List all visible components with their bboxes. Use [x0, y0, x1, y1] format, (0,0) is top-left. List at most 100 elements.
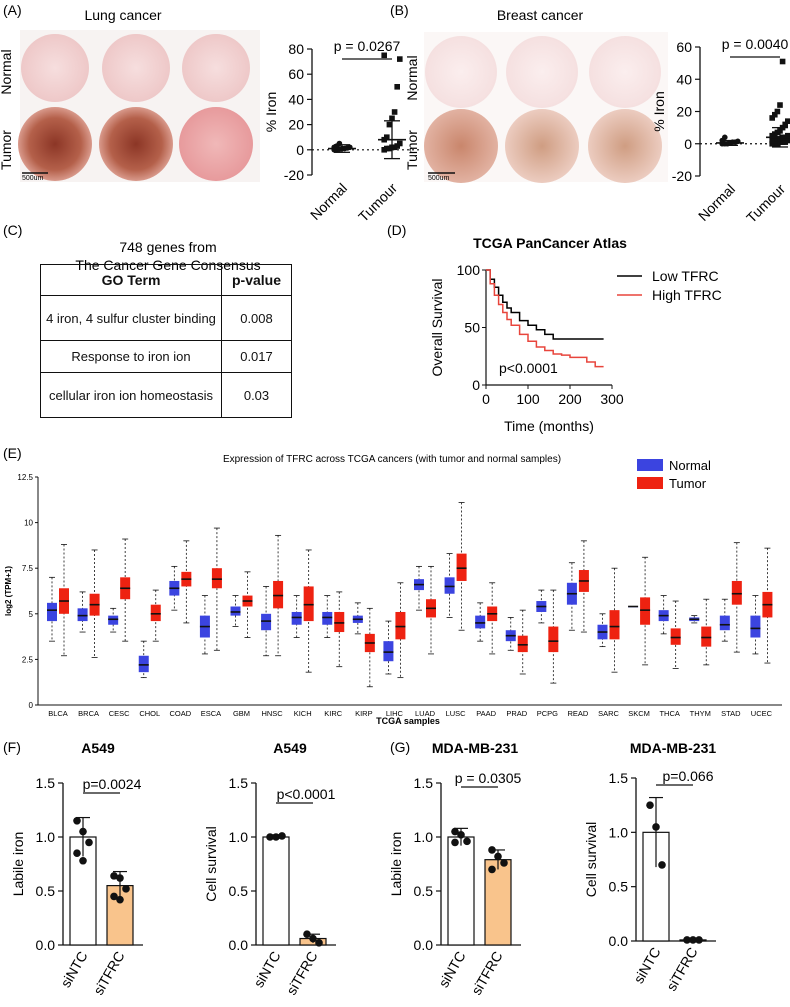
data-point: [695, 936, 703, 944]
tumor-box: [456, 553, 467, 581]
y-tick-label: 20: [288, 117, 304, 133]
tumor-box: [273, 580, 284, 609]
data-point: [500, 859, 508, 867]
category-label: READ: [567, 709, 588, 718]
y-tick-label: 0.5: [36, 883, 56, 899]
y-tick-label: 1.0: [229, 829, 249, 845]
category-label: UCEC: [751, 709, 773, 718]
y-tick-label: 0: [684, 136, 692, 152]
y-tick-label: 7.5: [22, 564, 34, 573]
data-point-tumour: [785, 137, 790, 144]
panel-label-a: (A): [3, 2, 22, 18]
data-point: [85, 838, 93, 847]
data-point-tumour: [397, 56, 403, 62]
tumor-box: [303, 586, 314, 622]
normal-box: [47, 602, 57, 622]
category-label: LIHC: [386, 709, 404, 718]
legend-label: Low TFRC: [652, 268, 719, 284]
km-title: TCGA PanCancer Atlas: [473, 235, 627, 251]
go-table-row: cellular iron ion homeostasis 0.03: [40, 372, 292, 418]
data-point-tumour: [381, 52, 387, 59]
bar-chart-title: MDA-MB-231: [630, 740, 717, 756]
normal-box: [230, 606, 241, 616]
tumor-box: [211, 568, 222, 589]
histology-lung: Lung cancer Normal Tumor 500um: [0, 7, 260, 182]
data-point-tumour: [774, 108, 781, 115]
bar-sintc: [447, 836, 475, 946]
category-label: PCPG: [537, 709, 558, 718]
category-label: BLCA: [48, 709, 68, 718]
normal-box: [444, 577, 455, 594]
data-point: [79, 827, 87, 836]
category-label: KIRC: [324, 709, 343, 718]
data-point: [110, 872, 118, 880]
legend-label: Normal: [669, 458, 711, 473]
y-tick-label: 1.0: [414, 829, 434, 845]
normal-box: [108, 615, 119, 625]
y-tick-label: 0: [472, 377, 480, 393]
breast-tumor-core-3: [588, 109, 662, 183]
y-tick-label: 20: [676, 104, 692, 120]
y-axis-label: Labile iron: [10, 832, 26, 897]
y-tick-label: 40: [676, 71, 692, 87]
y-axis-label: log2 (TPM+1): [4, 566, 13, 616]
panel-label-g: (G): [390, 739, 410, 755]
lung-tumor-core-1: [18, 107, 92, 181]
p-value-label: p = 0.0305: [455, 770, 522, 786]
data-point-tumour: [389, 115, 395, 122]
histology-lung-title: Lung cancer: [84, 7, 161, 23]
data-point: [646, 801, 654, 809]
data-point-tumour: [785, 118, 790, 124]
go-table-term: Response to iron ion: [40, 340, 222, 373]
category-label: LUAD: [415, 709, 436, 718]
category-label: COAD: [169, 709, 191, 718]
data-point-tumour: [384, 134, 390, 140]
go-table-header-pvalue: p-value: [221, 264, 292, 296]
x-tick-label: 100: [516, 391, 540, 407]
breast-normal-core-1: [425, 36, 497, 108]
y-tick-label: 40: [288, 91, 304, 107]
x-tick-label: siTFRC: [283, 949, 321, 998]
y-tick-label: 1.5: [229, 775, 249, 791]
data-point-tumour: [772, 111, 778, 118]
normal-box: [291, 611, 302, 625]
x-tick-label: 0: [482, 391, 490, 407]
go-table-row: 4 iron, 4 sulfur cluster binding 0.008: [40, 295, 292, 341]
data-point-tumour: [769, 115, 775, 121]
x-tick-label: Tumour: [355, 180, 400, 225]
x-tick-label: siTFRC: [663, 945, 701, 994]
y-tick-label: 12.5: [17, 473, 33, 482]
y-tick-label: 0: [296, 142, 304, 158]
lung-tumor-core-2: [99, 107, 173, 181]
category-label: LUSC: [446, 709, 467, 718]
data-point: [278, 832, 286, 840]
panel-label-f: (F): [3, 739, 21, 755]
tumor-box: [640, 597, 651, 625]
data-point: [315, 939, 323, 947]
bar-chart-title: MDA-MB-231: [432, 740, 519, 756]
data-point-tumour: [394, 84, 400, 90]
go-table-term: cellular iron ion homeostasis: [40, 372, 222, 418]
x-tick-label: Tumour: [743, 181, 788, 226]
tumor-box: [731, 580, 742, 605]
y-tick-label: 0.0: [229, 937, 249, 953]
lung-normal-core-3: [182, 34, 250, 102]
data-point: [451, 827, 459, 836]
chart-mda-labile-iron: MDA-MB-231 0.0 0.5 1.0 1.5 Labile iron siNTC si…: [388, 740, 521, 998]
normal-box: [138, 655, 149, 673]
data-point-normal: [722, 134, 728, 141]
category-label: THYM: [690, 709, 711, 718]
go-table-pvalue: 0.008: [221, 295, 292, 341]
y-tick-label: 50: [464, 320, 480, 336]
data-point: [303, 930, 311, 938]
category-label: CESC: [109, 709, 130, 718]
y-tick-label: 0.5: [609, 879, 629, 895]
chart-a549-labile-iron: A549 0.0 0.5 1.0 1.5 Labile iron siNTC siTFRC p=…: [10, 740, 143, 998]
go-table-header-term: GO Term: [40, 264, 222, 296]
y-tick-label: 1.0: [36, 829, 56, 845]
tumor-box: [334, 611, 345, 633]
data-point-tumour: [782, 121, 788, 128]
data-point-tumour: [391, 109, 398, 115]
legend-label: High TFRC: [652, 287, 722, 303]
data-point: [652, 823, 660, 831]
